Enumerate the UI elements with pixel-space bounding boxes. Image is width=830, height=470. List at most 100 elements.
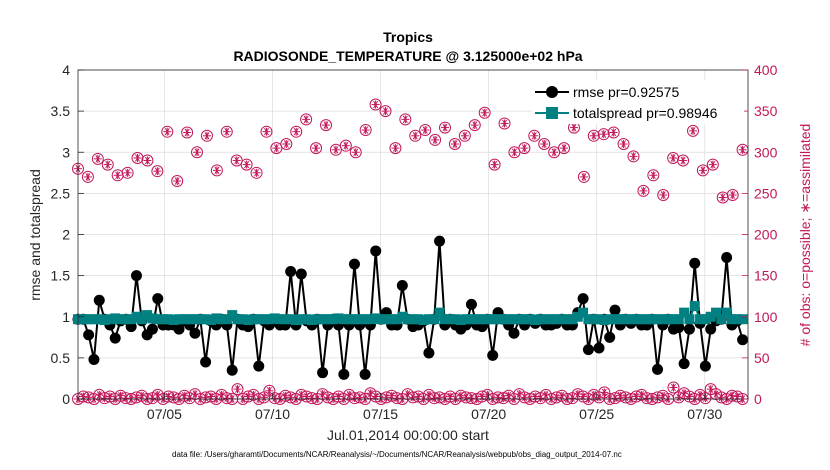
totalspread-point [455,315,466,326]
y-tick-label-right: 0 [754,391,762,407]
legend: rmse pr=0.92575 totalspread pr=0.98946 [532,80,744,124]
totalspread-point [301,314,312,325]
possible-point [290,125,303,138]
rmse-point [465,298,477,310]
totalspread-point [524,314,535,325]
totalspread-point [726,314,737,325]
y-tick-label-left: 0.5 [51,350,71,366]
possible-point [478,106,491,119]
assimilated-point [699,392,712,405]
y-tick-label-left: 2 [62,227,70,243]
rmse-point [189,327,201,339]
totalspread-point [535,314,546,325]
totalspread-point [211,313,222,324]
rmse-point [673,321,685,333]
rmse-point [721,252,733,264]
totalspread-point [158,314,169,325]
totalspread-point [120,314,131,325]
totalspread-point [588,314,599,325]
totalspread-point [126,314,137,325]
totalspread-point [237,314,248,325]
rmse-point [253,360,265,372]
totalspread-point [418,315,429,326]
totalspread-point [392,314,403,325]
x-tick-label: 07/20 [471,406,506,422]
rmse-point [83,329,95,341]
legend-box [532,80,744,124]
y-tick-label-left: 2.5 [51,185,71,201]
totalspread-point [354,314,365,325]
totalspread-point [397,311,408,322]
totalspread-point [604,314,615,325]
rmse-point [226,364,238,376]
data-file-footnote: data file: /Users/gharamti/Documents/NCA… [172,450,622,459]
possible-point [726,189,739,202]
possible-point [329,143,342,156]
totalspread-point [152,314,163,325]
totalspread-point [338,314,349,325]
totalspread-point [142,310,153,321]
rmse-point [88,354,100,366]
totalspread-point [615,314,626,325]
totalspread-point [498,314,509,325]
totalspread-point [275,314,286,325]
rmse-point [109,332,121,344]
rmse-point [285,266,297,278]
rmse-point [577,293,589,305]
totalspread-point [189,314,200,325]
totalspread-point [519,314,530,325]
possible-point [577,170,590,183]
possible-point [429,133,442,146]
totalspread-point [264,314,275,325]
rmse-point [652,363,664,375]
legend-totalspread-marker [546,107,558,119]
x-axis-label: Jul.01,2014 00:00:00 start [327,427,489,443]
totalspread-point [641,314,652,325]
rmse-point [370,245,382,257]
possible-point [657,189,670,202]
totalspread-point [461,314,472,325]
y-tick-label-right: 100 [754,309,778,325]
possible-point [240,158,253,171]
y-axis-label-left: rmse and totalspread [27,169,43,301]
totalspread-point [668,314,679,325]
totalspread-point [652,314,663,325]
totalspread-point [115,314,126,325]
totalspread-point [705,311,716,322]
possible-point [528,129,541,142]
assimilated-point [667,381,680,394]
possible-point [181,126,194,139]
totalspread-point [184,314,195,325]
totalspread-point [290,315,301,326]
possible-point [607,126,620,139]
legend-totalspread-label: totalspread pr=0.98946 [573,105,718,121]
y-tick-label-right: 50 [754,350,770,366]
totalspread-point [540,314,551,325]
rmse-point [295,268,307,280]
possible-point [220,125,233,138]
rmse-point [683,323,695,335]
possible-point [171,175,184,188]
totalspread-point [620,314,631,325]
possible-point [91,152,104,165]
possible-point [111,169,124,182]
rmse-point [487,349,499,361]
possible-point [518,142,531,155]
totalspread-point [253,314,264,325]
possible-point [587,129,600,142]
totalspread-point [131,311,142,322]
totalspread-point [200,314,211,325]
possible-point [191,146,204,159]
totalspread-point [429,314,440,325]
totalspread-point [647,314,658,325]
possible-point [439,121,452,134]
rmse-point [317,367,329,379]
assimilated-point [146,392,159,405]
totalspread-point [381,314,392,325]
chart-title: Tropics [383,29,433,45]
assimilated-point [231,383,244,396]
rmse-point [348,258,360,270]
rmse-point [173,323,185,335]
legend-rmse-marker [546,86,558,98]
totalspread-point [110,313,121,324]
